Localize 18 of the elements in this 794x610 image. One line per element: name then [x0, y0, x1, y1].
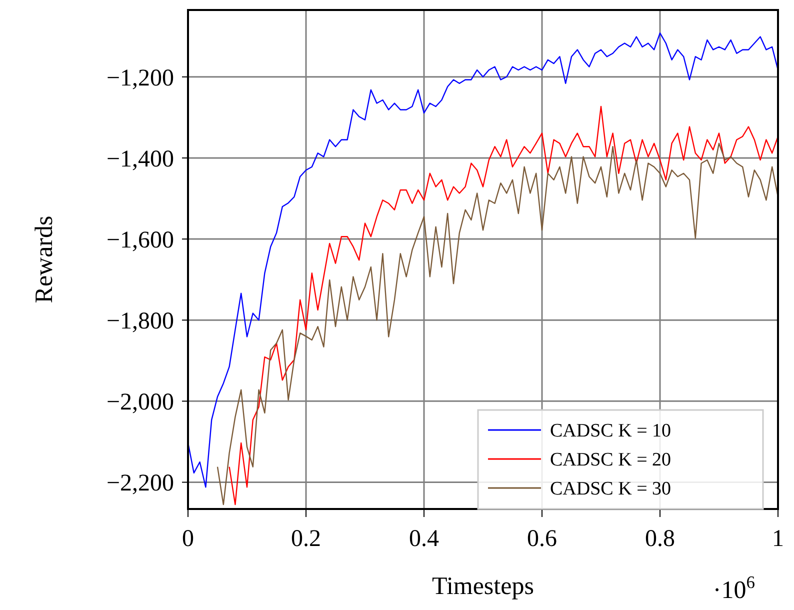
text: ·10$^{6}$	[712, 572, 756, 604]
x-tick-label: 0.6	[527, 526, 557, 552]
x-tick-label: 0.8	[645, 526, 675, 552]
y-tick-label: −2,200	[106, 470, 174, 497]
x-tick-label: 0	[182, 526, 194, 552]
y-tick-label: −2,000	[106, 390, 174, 416]
y-axis-title: Rewards	[31, 216, 58, 304]
x-tick-label: 0.2	[291, 526, 321, 552]
y-tick-label: −1,800	[106, 308, 174, 334]
x-tick-label: 0.4	[409, 526, 439, 552]
x-axis-title: Timesteps	[432, 573, 534, 600]
legend-label: CADSC K = 10	[550, 420, 672, 442]
y-tick-label: −1,600	[106, 227, 174, 254]
x-tick-label: 1	[772, 526, 784, 552]
legend-label: CADSC K = 20	[550, 450, 672, 471]
legend-label: CADSC K = 30	[550, 478, 672, 500]
y-tick-label: −1,400	[106, 146, 174, 172]
y-tick-label: −1,200	[106, 65, 174, 92]
